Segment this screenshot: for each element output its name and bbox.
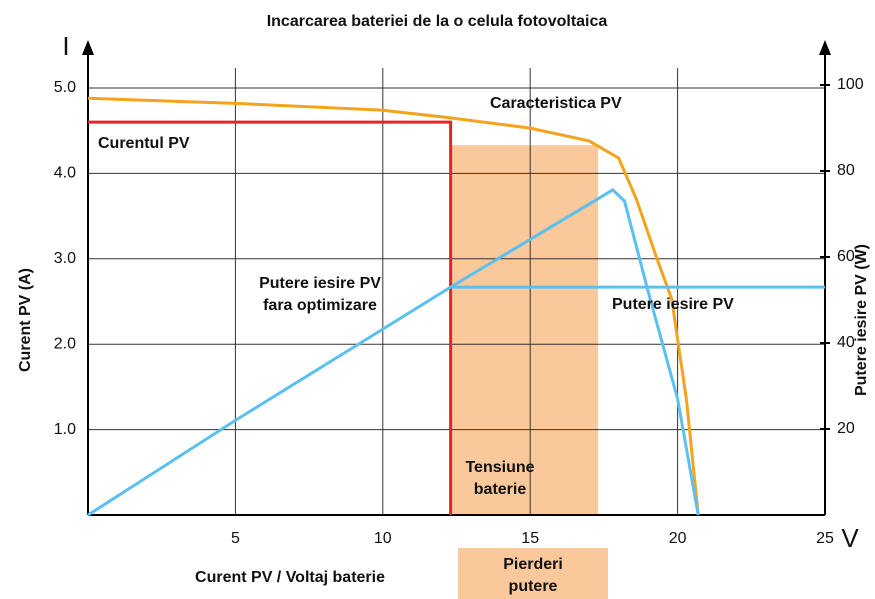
annotation: putere [509, 578, 558, 595]
x-tick-label: 5 [231, 530, 240, 547]
annotation: Curentul PV [98, 135, 190, 152]
x-axis-symbol: V [841, 523, 859, 553]
y-tick-label: 3.0 [54, 250, 76, 267]
y-tick-label: 5.0 [54, 79, 76, 96]
chart-title: Incarcarea bateriei de la o celula fotov… [267, 13, 608, 30]
x-tick-label: 25 [816, 530, 834, 547]
y2-axis-label: Putere iesire PV (W) [853, 244, 870, 396]
y-axis-symbol: I [62, 31, 69, 61]
x-tick-label: 20 [669, 530, 687, 547]
y2-tick-label: 100 [837, 76, 864, 93]
y-arrow [82, 40, 94, 55]
y2-arrow [819, 40, 831, 55]
y-tick-label: 4.0 [54, 165, 76, 182]
loss-box [458, 548, 608, 599]
x-tick-label: 10 [374, 530, 392, 547]
annotation: Caracteristica PV [490, 95, 622, 112]
y-axis-label: Curent PV (A) [17, 268, 34, 372]
series-line [88, 120, 453, 515]
annotation: fara optimizare [263, 297, 377, 314]
series-line [87, 188, 700, 517]
y2-tick-label: 80 [837, 162, 855, 179]
series-line [87, 96, 700, 516]
loss-area [450, 145, 599, 515]
y2-tick-label: 60 [837, 248, 855, 265]
x-axis-label: Curent PV / Voltaj baterie [195, 569, 385, 586]
annotation: Tensiune [465, 459, 534, 476]
annotation: baterie [474, 481, 527, 498]
annotation: Putere iesire PV [612, 296, 734, 313]
annotation: Putere iesire PV [259, 275, 381, 292]
annotation: Pierderi [503, 556, 563, 573]
y-tick-label: 2.0 [54, 335, 76, 352]
y2-tick-label: 20 [837, 420, 855, 437]
y-tick-label: 1.0 [54, 421, 76, 438]
x-tick-label: 15 [521, 530, 539, 547]
y2-tick-label: 40 [837, 334, 855, 351]
